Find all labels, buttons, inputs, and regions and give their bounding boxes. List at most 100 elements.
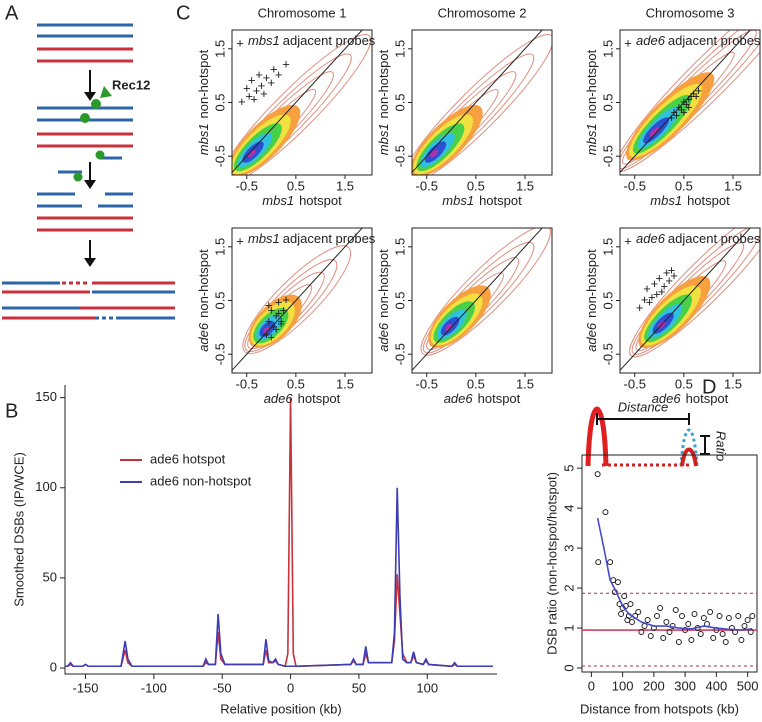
y-tick-label: 150 xyxy=(35,389,57,404)
legend-text: adjacent probes xyxy=(283,33,376,48)
contour-line xyxy=(422,241,535,354)
probe-point: + xyxy=(260,86,268,101)
probe-point: + xyxy=(656,270,664,285)
y-axis-title: ade6 non-hotspot xyxy=(376,249,391,352)
legend-label: ade6 adjacent probes xyxy=(636,33,761,48)
scatter-point xyxy=(729,625,735,632)
y-axis-title: DSB ratio (non-hotspot/hotspot) xyxy=(544,472,559,655)
x-axis-title: ade6 hotspot xyxy=(652,391,729,406)
contour-line xyxy=(629,228,760,358)
legend-text: adjacent probes xyxy=(668,33,761,48)
probe-point: + xyxy=(668,262,676,277)
density-level xyxy=(247,149,256,158)
trend-line xyxy=(596,517,753,631)
y-tick-label: -0.5 xyxy=(212,145,227,167)
x-tick-label: 0.5 xyxy=(467,178,485,193)
y-axis-title: ade6 non-hotspot xyxy=(196,249,211,352)
contour-line xyxy=(244,259,338,352)
probe-point: + xyxy=(282,292,290,307)
contour-line xyxy=(620,30,760,173)
arrow-head xyxy=(84,258,96,267)
scatter-point xyxy=(666,629,673,636)
scatter-point xyxy=(672,607,679,614)
y-tick-label: 1.5 xyxy=(392,40,407,58)
x-tick-label: -0.5 xyxy=(236,178,258,193)
density-level xyxy=(445,323,453,331)
y-tick-label: 1.5 xyxy=(212,238,227,256)
probe-point: + xyxy=(658,284,666,299)
scatter-point xyxy=(685,621,692,628)
y-tick-label: 0.5 xyxy=(392,291,407,309)
density-plot xyxy=(412,228,551,371)
scatter-point xyxy=(725,615,732,622)
y-tick-label: 0.5 xyxy=(600,291,615,309)
x-tick-label: 0 xyxy=(588,678,595,693)
legend-gene: mbs1 xyxy=(248,231,280,246)
probe-point: + xyxy=(665,273,673,288)
x-tick-label: -0.5 xyxy=(416,376,438,391)
x-axis-text: hotspot xyxy=(479,193,522,208)
legend-text: adjacent probes xyxy=(668,231,761,246)
y-axis-gene: ade6 xyxy=(584,322,599,352)
probe-point: + xyxy=(263,327,271,342)
y-axis-text: non-hotspot xyxy=(196,49,211,118)
probe-point: + xyxy=(643,281,651,296)
probe-point: + xyxy=(258,78,266,93)
probe-point: + xyxy=(668,110,676,125)
scatter-point xyxy=(621,593,628,600)
probe-point: + xyxy=(272,308,280,323)
density-level xyxy=(430,149,439,158)
y-axis-text: non-hotspot xyxy=(584,49,599,118)
probe-point: + xyxy=(275,67,283,82)
x-axis-title: mbs1 hotspot xyxy=(262,193,342,208)
x-tick-label: 1.5 xyxy=(336,376,354,391)
probe-point: + xyxy=(282,56,290,71)
probe-point: + xyxy=(653,287,661,302)
probe-point: + xyxy=(670,105,678,120)
probe-point: + xyxy=(272,321,280,336)
x-axis-text: hotspot xyxy=(298,391,341,406)
x-tick-label: 0.5 xyxy=(287,178,305,193)
x-axis-gene: mbs1 xyxy=(262,193,294,208)
probe-point: + xyxy=(673,107,681,122)
probe-point: + xyxy=(687,89,695,104)
identity-line xyxy=(620,228,751,371)
y-axis-text: non-hotspot xyxy=(196,249,211,318)
axis xyxy=(64,385,497,675)
contour-line xyxy=(631,228,760,355)
observed-peak xyxy=(680,447,698,467)
column-title: Chromosome 3 xyxy=(646,5,735,20)
column-title: Chromosome 2 xyxy=(438,5,527,20)
probe-point: + xyxy=(692,89,700,104)
x-axis-gene: ade6 xyxy=(264,391,294,406)
probe-point: + xyxy=(280,303,288,318)
y-tick-label: 50 xyxy=(43,569,57,584)
y-axis-gene: mbs1 xyxy=(196,123,211,155)
protein xyxy=(95,150,105,160)
probe-point: + xyxy=(275,305,283,320)
y-tick-label: 2 xyxy=(561,584,576,591)
x-axis-title: ade6 hotspot xyxy=(264,391,341,406)
scatter-point xyxy=(682,627,689,634)
scatter-point xyxy=(722,639,729,646)
x-axis-text: hotspot xyxy=(478,391,521,406)
y-tick-label: 1 xyxy=(561,624,576,631)
probe-point: + xyxy=(678,102,686,117)
scatter-point xyxy=(691,611,698,618)
x-tick-label: -100 xyxy=(141,680,167,695)
y-axis-text: non-hotspot xyxy=(376,49,391,118)
scatter-point xyxy=(697,631,704,638)
x-tick-label: -0.5 xyxy=(236,376,258,391)
x-tick-label: 0.5 xyxy=(467,376,485,391)
legend-label: ade6 adjacent probes xyxy=(636,231,761,246)
density-plot: ++++++++++++++ xyxy=(232,228,363,371)
y-axis-gene: ade6 xyxy=(376,322,391,352)
y-tick-label: -0.5 xyxy=(392,145,407,167)
probe-point: + xyxy=(250,91,258,106)
x-axis-title: mbs1 hotspot xyxy=(650,193,730,208)
probe-point: + xyxy=(636,300,644,315)
probe-point: + xyxy=(670,268,678,283)
probe-point: + xyxy=(270,62,278,77)
scatter-point xyxy=(749,613,756,620)
x-axis-title: Relative position (kb) xyxy=(220,701,341,716)
